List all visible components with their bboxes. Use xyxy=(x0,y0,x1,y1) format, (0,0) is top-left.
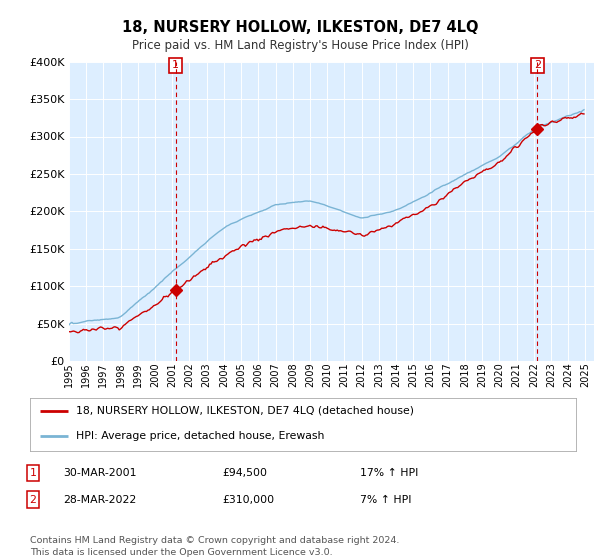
Text: 1: 1 xyxy=(29,468,37,478)
Text: £310,000: £310,000 xyxy=(222,494,274,505)
Text: 1: 1 xyxy=(172,60,179,71)
Text: 2: 2 xyxy=(533,60,541,71)
Text: Contains HM Land Registry data © Crown copyright and database right 2024.
This d: Contains HM Land Registry data © Crown c… xyxy=(30,536,400,557)
Text: 2: 2 xyxy=(29,494,37,505)
Text: 18, NURSERY HOLLOW, ILKESTON, DE7 4LQ: 18, NURSERY HOLLOW, ILKESTON, DE7 4LQ xyxy=(122,20,478,35)
Text: 28-MAR-2022: 28-MAR-2022 xyxy=(63,494,136,505)
Text: 17% ↑ HPI: 17% ↑ HPI xyxy=(360,468,418,478)
Text: 7% ↑ HPI: 7% ↑ HPI xyxy=(360,494,412,505)
Text: 30-MAR-2001: 30-MAR-2001 xyxy=(63,468,137,478)
Text: 18, NURSERY HOLLOW, ILKESTON, DE7 4LQ (detached house): 18, NURSERY HOLLOW, ILKESTON, DE7 4LQ (d… xyxy=(76,406,415,416)
Text: Price paid vs. HM Land Registry's House Price Index (HPI): Price paid vs. HM Land Registry's House … xyxy=(131,39,469,52)
Text: HPI: Average price, detached house, Erewash: HPI: Average price, detached house, Erew… xyxy=(76,431,325,441)
Text: £94,500: £94,500 xyxy=(222,468,267,478)
